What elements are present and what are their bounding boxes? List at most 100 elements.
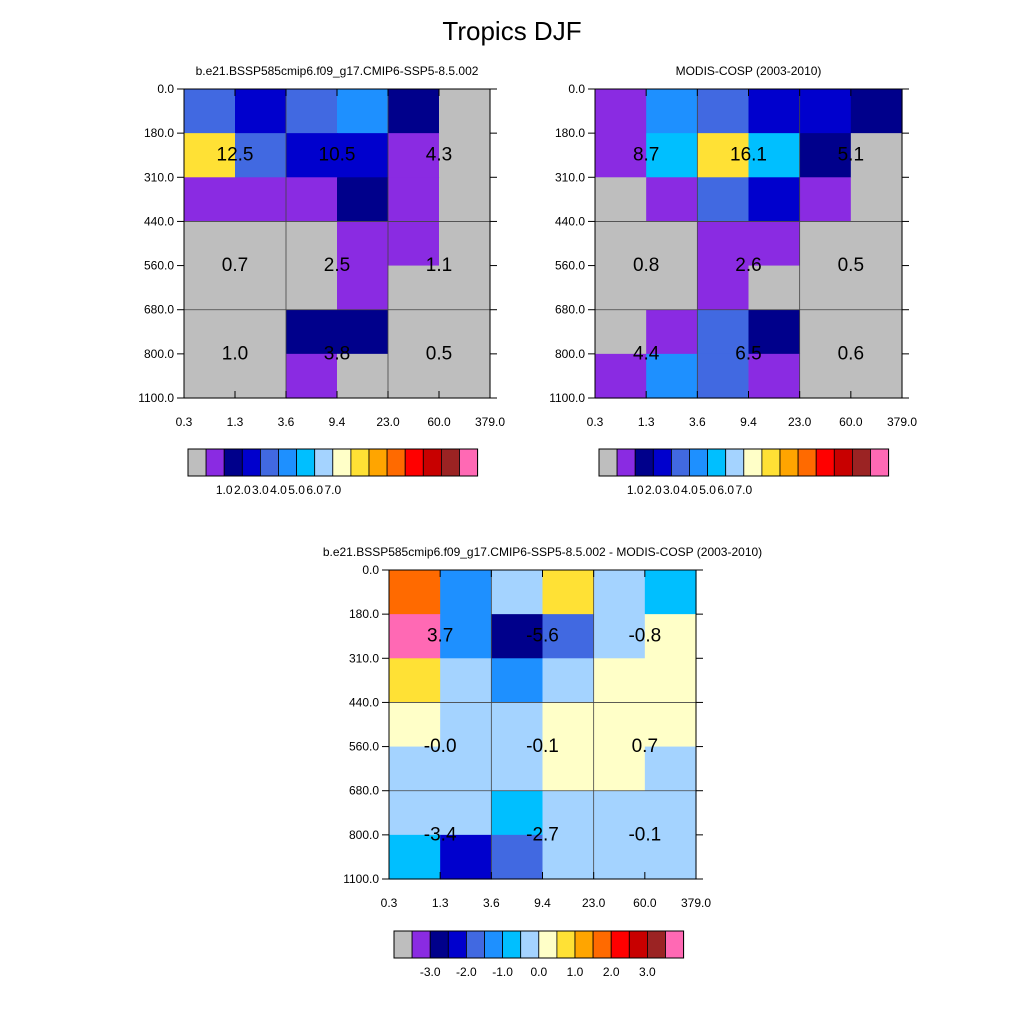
heatmap-cell [184,89,236,134]
heatmap-cell [646,265,698,311]
heatmap-cell [697,133,750,178]
heatmap-cell [799,353,852,399]
heatmap-cell [595,221,647,267]
colorbar-box [616,448,636,477]
data-label: 8.7 [633,145,659,166]
x-tick-label: 0.3 [381,896,398,910]
heatmap-cell [286,177,338,223]
colorbar-box [205,448,225,477]
colorbar-tick-label: 3.0 [252,483,269,497]
colorbar-box [833,448,853,477]
heatmap-cell [184,265,236,311]
y-tick-label: 310.0 [555,170,585,184]
data-label: 10.5 [319,145,356,166]
data-label: -0.1 [526,736,559,757]
heatmap-cell [799,133,852,178]
heatmap-cell [235,353,287,399]
heatmap-cell [184,309,236,355]
y-tick-label: 180.0 [349,607,379,621]
heatmap-cell [593,658,646,704]
colorbar-box [689,448,709,477]
y-tick-label: 560.0 [349,740,379,754]
heatmap-cell [491,746,544,792]
colorbar-tick-label: 4.0 [681,483,698,497]
colorbar-box [870,448,890,477]
heatmap-cell [337,309,389,355]
data-label: -0.0 [424,736,457,757]
data-label: 2.5 [324,255,350,276]
colorbar-frame [393,930,685,959]
colorbar-box [610,930,630,959]
data-label: -3.4 [424,824,457,845]
colorbar-box [332,448,352,477]
colorbar-tick-label: 4.0 [270,483,287,497]
heatmap-cell [184,133,236,178]
y-tick-label: 310.0 [144,170,174,184]
heatmap-cell [799,265,852,311]
heatmap-cell [388,309,440,355]
colorbar-tick-label: 1.0 [627,483,644,497]
heatmap-cell [644,658,697,704]
colorbar-box [241,448,261,477]
heatmap-cell [388,89,440,134]
x-tick-label: 3.6 [278,415,295,429]
x-tick-label: 379.0 [475,415,505,429]
y-tick-label: 310.0 [349,651,379,665]
heatmap-cell [491,570,544,615]
heatmap-cell [799,89,852,134]
x-tick-label: 379.0 [887,415,917,429]
data-label: 2.6 [735,255,761,276]
colorbar-tick-label: 3.0 [663,483,680,497]
colorbar-tick-label: 2.0 [645,483,662,497]
heatmap-cell [389,570,441,615]
heatmap-cell [850,89,903,134]
y-tick-label: 680.0 [349,784,379,798]
x-tick-label: 23.0 [376,415,400,429]
data-label: 0.6 [838,343,864,364]
heatmap-cell [235,177,287,223]
panel-title: b.e21.BSSP585cmip6.f09_g17.CMIP6-SSP5-8.… [196,64,479,78]
heatmap-cell [644,702,697,748]
colorbar-box [538,930,558,959]
heatmap-cell [748,89,801,134]
colorbar-box [556,930,576,959]
heatmap-cell [646,309,698,355]
heatmap-cell [286,133,338,178]
colorbar-box [797,448,817,477]
colorbar-box [852,448,871,477]
heatmap-cell [850,353,903,399]
colorbar-box [502,930,522,959]
data-label: 0.5 [426,343,452,364]
colorbar-tick-label: 1.0 [567,965,584,979]
colorbar-box [647,930,666,959]
data-label: 3.8 [324,343,350,364]
heatmap-cell [644,614,697,659]
heatmap-cell [440,702,492,748]
x-tick-label: 60.0 [427,415,451,429]
panel-title: b.e21.BSSP585cmip6.f09_g17.CMIP6-SSP5-8.… [323,545,762,559]
x-tick-label: 9.4 [534,896,551,910]
x-tick-label: 0.3 [176,415,193,429]
heatmap-cell [799,177,852,223]
heatmap-cell [644,570,697,615]
heatmap-cell [440,570,492,615]
x-tick-label: 1.3 [227,415,244,429]
colorbar-box [761,448,781,477]
heatmap-cell [697,89,750,134]
colorbar-box [278,448,298,477]
heatmap-cell [439,177,491,223]
y-tick-label: 180.0 [144,126,174,140]
colorbar-tick-label: 2.0 [603,965,620,979]
y-tick-label: 0.0 [157,82,174,96]
data-label: 0.8 [633,255,659,276]
colorbar-box [350,448,370,477]
colorbar-box [520,930,540,959]
y-tick-label: 560.0 [555,259,585,273]
heatmap-cell [491,702,544,748]
heatmap-cell [542,702,595,748]
data-label: 0.5 [838,255,864,276]
colorbar-box [628,930,648,959]
heatmap-cell [850,265,903,311]
colorbar-box [665,930,685,959]
x-tick-label: 379.0 [681,896,711,910]
